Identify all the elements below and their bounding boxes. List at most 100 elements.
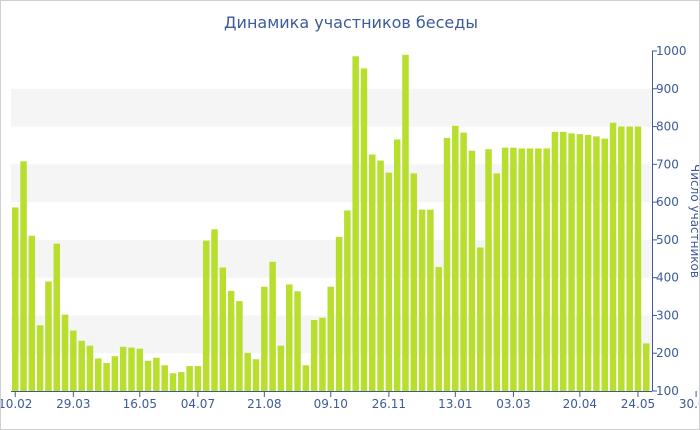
bar (186, 366, 193, 391)
bar (551, 131, 559, 391)
bar (252, 359, 260, 391)
bar (468, 150, 476, 391)
bar (128, 347, 135, 391)
bar (45, 281, 52, 391)
bar (327, 286, 334, 391)
bar (161, 365, 168, 391)
bar (593, 136, 600, 391)
bar (261, 286, 268, 391)
x-tick-label: 30.05 (679, 397, 699, 411)
bar (584, 134, 592, 391)
bar (618, 126, 625, 392)
bar (319, 317, 326, 391)
bar (576, 134, 584, 391)
bar (344, 210, 351, 391)
x-tick-label: 21.08 (247, 397, 281, 411)
bar (277, 345, 285, 391)
y-tick-label: 900 (656, 82, 679, 96)
bar (28, 235, 36, 391)
bar (369, 154, 376, 391)
bar (144, 360, 152, 391)
bar (178, 372, 185, 391)
bar (61, 314, 69, 391)
bar (86, 345, 94, 391)
bar (601, 138, 608, 391)
bar (626, 126, 633, 392)
x-tick-label: 03.03 (496, 397, 530, 411)
y-tick-label: 1000 (656, 44, 687, 58)
grid-band (11, 88, 652, 127)
chart-title: Динамика участников беседы (224, 13, 478, 32)
bar (227, 290, 235, 391)
bar (136, 348, 144, 391)
y-tick-label: 600 (656, 195, 679, 209)
bar (335, 236, 343, 391)
x-tick-label: 16.05 (123, 397, 157, 411)
bar (302, 365, 310, 391)
bar (493, 173, 501, 391)
y-tick-label: 300 (656, 308, 679, 322)
bar (103, 363, 110, 391)
bar (244, 352, 251, 391)
bar (12, 207, 19, 391)
bar (510, 147, 517, 391)
bar (294, 291, 301, 391)
x-tick-label: 20.04 (563, 397, 597, 411)
bar (393, 139, 401, 391)
bar (526, 148, 534, 391)
y-tick-label: 200 (656, 346, 679, 360)
bar (202, 240, 210, 391)
bar (377, 160, 384, 391)
bar (219, 267, 227, 391)
bar (535, 148, 542, 391)
bar (518, 148, 525, 391)
y-tick-label: 100 (656, 384, 679, 398)
y-axis-title: Число участников (688, 164, 699, 278)
bar (53, 243, 60, 391)
y-tick-label: 500 (656, 233, 679, 247)
bar (352, 56, 359, 392)
y-tick-label: 400 (656, 271, 679, 285)
bar (211, 229, 218, 391)
bar (95, 358, 102, 391)
bar (560, 131, 567, 391)
x-tick-label: 24.05 (621, 397, 655, 411)
bar (360, 68, 368, 391)
y-tick-label: 700 (656, 157, 679, 171)
bar (485, 149, 492, 391)
x-tick-label: 04.07 (181, 397, 215, 411)
bar (236, 301, 243, 391)
bar (310, 319, 318, 391)
bar (609, 122, 617, 392)
bar (78, 340, 85, 391)
bar (70, 330, 77, 391)
bar (194, 366, 202, 391)
bar (452, 125, 459, 392)
x-tick-label: 29.03 (56, 397, 90, 411)
bar (443, 137, 451, 391)
bar (460, 132, 467, 391)
bar (410, 173, 418, 391)
bar (169, 373, 177, 391)
x-tick-label: 10.02 (1, 397, 32, 411)
bar (435, 267, 442, 391)
x-tick-label: 09.10 (314, 397, 348, 411)
x-tick-label: 13.01 (438, 397, 472, 411)
bar (119, 346, 127, 391)
bar (20, 161, 27, 391)
bar (36, 325, 44, 391)
bar (634, 126, 642, 392)
bar (385, 172, 393, 391)
bar (269, 261, 276, 391)
bar (501, 147, 509, 391)
x-tick-label: 26.11 (372, 397, 406, 411)
bar (286, 284, 293, 391)
bar (643, 343, 650, 391)
y-tick-label: 800 (656, 120, 679, 134)
bar (427, 209, 434, 391)
bar (153, 357, 160, 391)
bar (418, 209, 426, 391)
bar (476, 247, 484, 391)
